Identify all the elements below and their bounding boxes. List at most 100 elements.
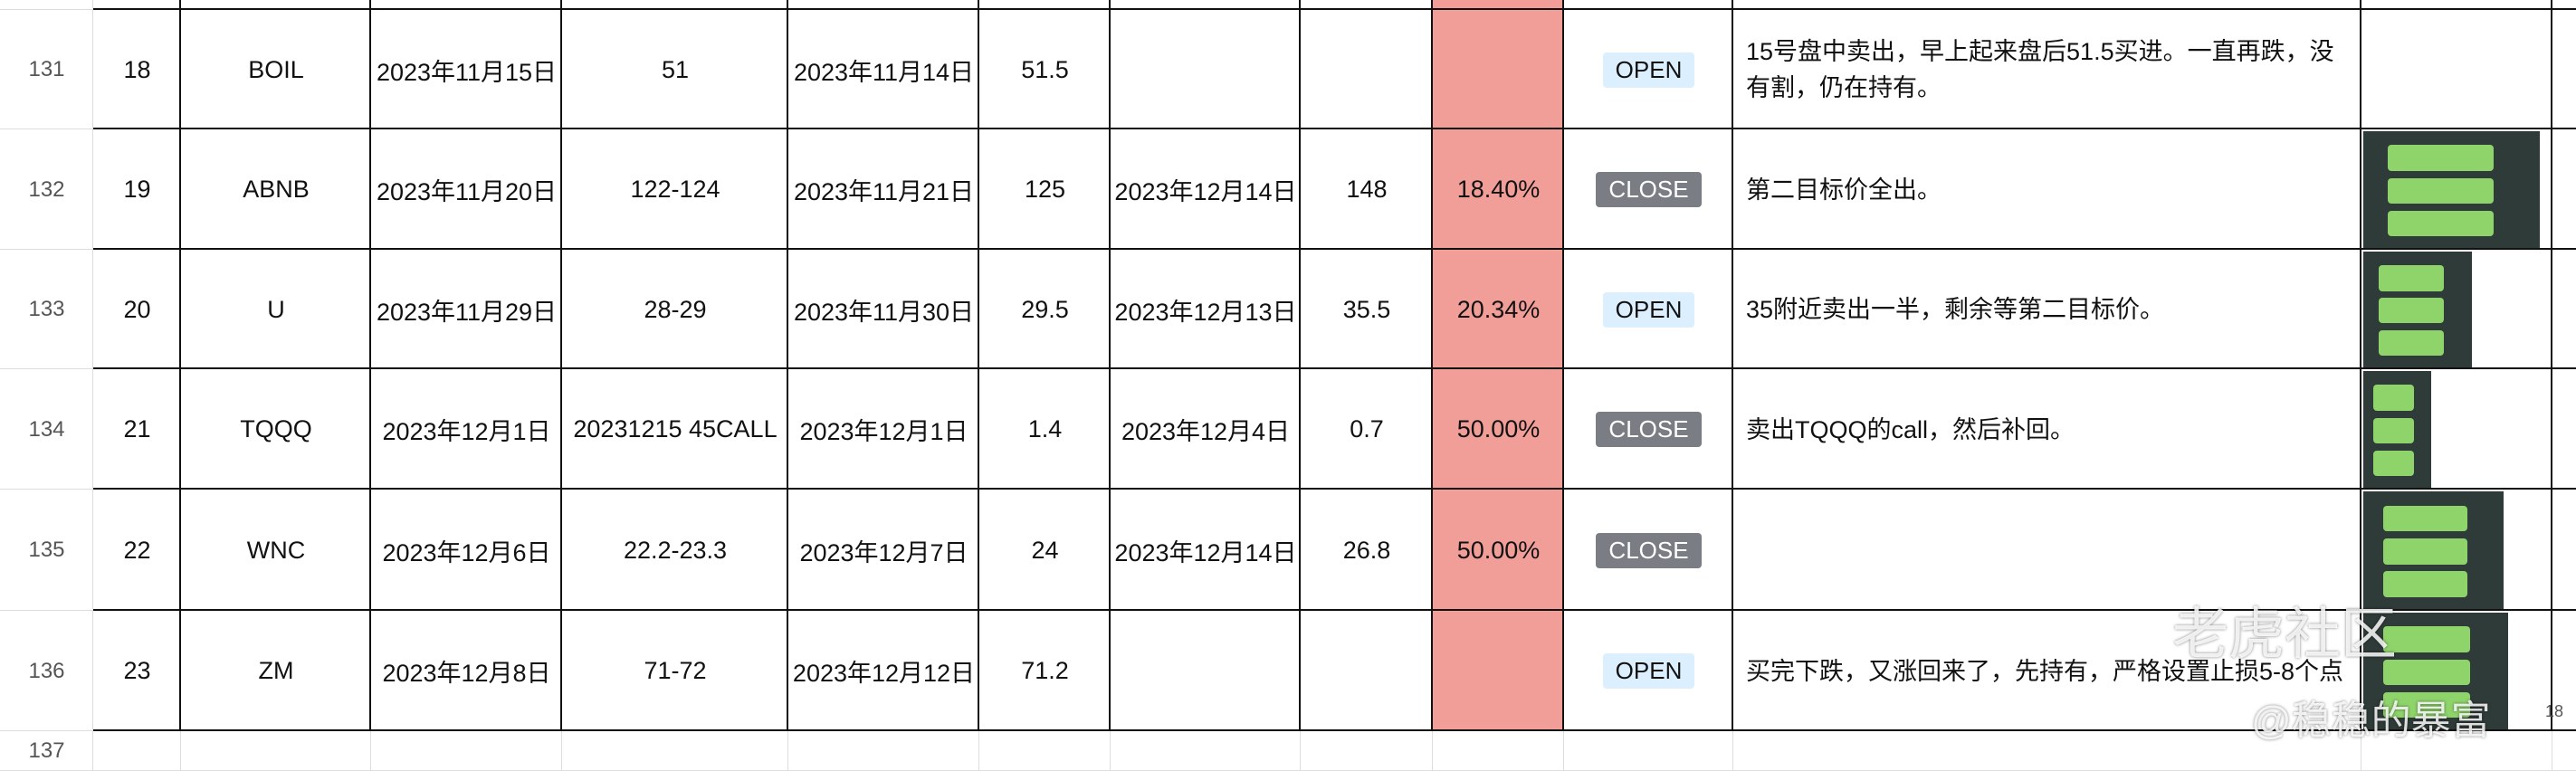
buy-price-cell: 1.4 — [1027, 415, 1063, 443]
buy-price-cell: 51.5 — [1021, 55, 1069, 83]
cell — [2552, 490, 2576, 611]
cell — [1433, 731, 1564, 771]
cell — [1301, 731, 1433, 771]
return-cell: 50.00% — [1456, 415, 1541, 443]
ticker-cell: ABNB — [243, 176, 310, 203]
cell — [93, 369, 181, 490]
cell — [562, 0, 788, 10]
signal-date-cell: 2023年12月8日 — [382, 660, 551, 687]
cell — [93, 611, 181, 731]
buy-date-cell: 2023年11月14日 — [793, 58, 975, 86]
signal-date-cell: 2023年11月20日 — [376, 178, 558, 205]
sell-date-cell: 2023年12月13日 — [1114, 298, 1297, 326]
row-number-cell — [0, 0, 93, 10]
cell — [93, 10, 181, 129]
cell — [1564, 250, 1733, 369]
row-number: 133 — [28, 297, 65, 321]
cell — [371, 731, 562, 771]
cell — [1111, 731, 1301, 771]
cell — [93, 731, 181, 771]
cell — [788, 611, 979, 731]
cell — [562, 250, 788, 369]
screenshot-thumbnail — [2363, 371, 2431, 488]
signal-price-cell: 71-72 — [644, 657, 707, 684]
cell — [979, 369, 1111, 490]
cell — [1433, 611, 1564, 731]
cell — [371, 10, 562, 129]
seq-cell: 18 — [123, 55, 151, 83]
cell — [2361, 250, 2552, 369]
row-number-cell — [0, 250, 93, 369]
cell — [1733, 250, 2361, 369]
cell — [1111, 0, 1301, 10]
row-number: 131 — [28, 57, 65, 81]
cell — [371, 250, 562, 369]
cell — [1733, 369, 2361, 490]
row-number: 132 — [28, 176, 65, 202]
cell — [181, 10, 371, 129]
cell — [1733, 490, 2361, 611]
cell — [2361, 611, 2552, 731]
note-cell: 15号盘中卖出，早上起来盘后51.5买进。一直再跌，没有割，仍在持有。 — [1746, 38, 2334, 101]
cell — [181, 490, 371, 611]
like-count: 18 — [2545, 702, 2564, 720]
status-cell: OPEN — [1564, 611, 1733, 731]
cell — [1111, 369, 1301, 490]
cell — [371, 129, 562, 250]
seq-cell: 19 — [123, 176, 151, 203]
cell — [979, 250, 1111, 369]
note-cell: 卖出TQQQ的call，然后补回。 — [1746, 415, 2075, 443]
cell — [788, 369, 979, 490]
status-cell: CLOSE — [1564, 490, 1733, 611]
row-number: 135 — [28, 538, 65, 562]
sell-price-cell: 0.7 — [1350, 415, 1384, 443]
screenshot-thumbnail — [2363, 252, 2472, 367]
row-number-cell — [0, 129, 93, 250]
cell — [1301, 369, 1433, 490]
signal-price-cell: 51 — [661, 55, 690, 83]
signal-date-cell: 2023年12月6日 — [382, 538, 551, 566]
cell — [1301, 250, 1433, 369]
cell — [2552, 369, 2576, 490]
cell — [181, 129, 371, 250]
buy-price-cell: 29.5 — [1021, 295, 1069, 323]
cell — [1301, 0, 1433, 10]
status-badge: OPEN — [1602, 52, 1695, 88]
cell — [1564, 611, 1733, 731]
sell-date-cell: 2023年12月4日 — [1121, 418, 1291, 445]
cell — [1564, 0, 1733, 10]
status-cell: CLOSE — [1564, 129, 1733, 250]
note-cell: 35附近卖出一半，剩余等第二目标价。 — [1746, 296, 2165, 323]
status-cell: CLOSE — [1564, 369, 1733, 490]
cell — [788, 10, 979, 129]
cell — [2552, 10, 2576, 129]
cell — [2361, 129, 2552, 250]
cell — [562, 10, 788, 129]
cell — [562, 369, 788, 490]
cell — [2361, 0, 2552, 10]
buy-date-cell: 2023年12月12日 — [792, 660, 976, 687]
return-cell: 20.34% — [1456, 295, 1541, 323]
cell — [181, 611, 371, 731]
row-number-cell — [0, 490, 93, 611]
cell — [1111, 611, 1301, 731]
cell — [979, 129, 1111, 250]
buy-price-cell: 125 — [1024, 176, 1066, 203]
ticker-cell: ZM — [258, 657, 294, 684]
status-badge: OPEN — [1602, 653, 1695, 689]
cell — [181, 0, 371, 10]
cell — [2552, 731, 2576, 771]
cell — [2552, 250, 2576, 369]
cell — [2552, 0, 2576, 10]
cell — [371, 490, 562, 611]
cell — [562, 490, 788, 611]
signal-price-cell: 28-29 — [644, 295, 707, 323]
buy-date-cell: 2023年11月30日 — [793, 298, 975, 326]
cell — [1733, 10, 2361, 129]
signal-price-cell: 122-124 — [630, 176, 720, 203]
buy-date-cell: 2023年11月21日 — [793, 178, 975, 205]
status-cell: OPEN — [1564, 250, 1733, 369]
cell — [181, 250, 371, 369]
cell — [1733, 611, 2361, 731]
note-cell: 买完下跌，又涨回来了，先持有，严格设置止损5-8个点 — [1746, 657, 2344, 685]
